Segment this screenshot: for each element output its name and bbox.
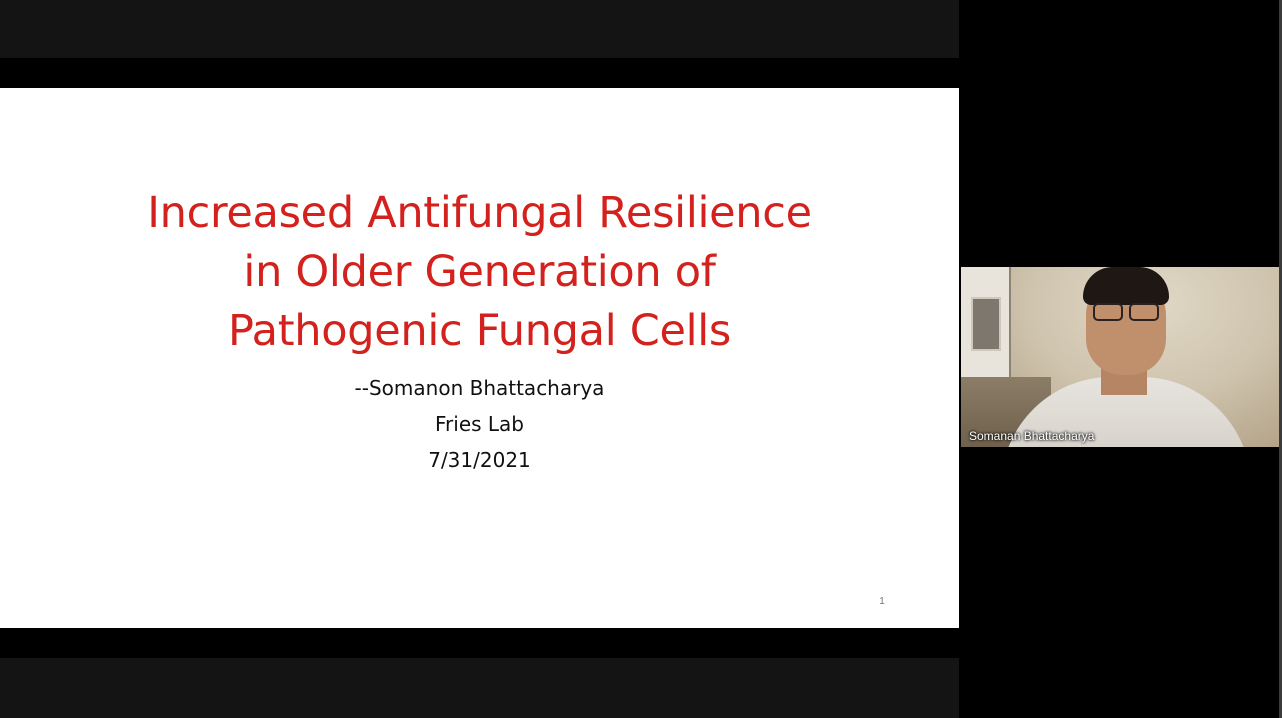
slide-date: 7/31/2021	[428, 448, 531, 472]
screen-share-area: Increased Antifungal Resilience in Older…	[0, 0, 959, 718]
glasses-lens-left	[1093, 303, 1123, 321]
slide-lab: Fries Lab	[434, 412, 524, 436]
slide-title: Increased Antifungal Resilience in Older…	[0, 184, 959, 361]
share-bottom-band	[0, 658, 959, 718]
share-top-band	[0, 0, 959, 58]
glasses-lens-right	[1129, 303, 1159, 321]
presentation-slide: Increased Antifungal Resilience in Older…	[0, 88, 959, 628]
slide-author: --Somanon Bhattacharya	[354, 376, 605, 400]
glasses-image	[1093, 303, 1159, 321]
kitchen-cabinet-image	[961, 267, 1011, 377]
slide-title-line-1: Increased Antifungal Resilience	[147, 188, 812, 238]
slide-page-number: 1	[879, 596, 885, 607]
participant-video-tile[interactable]: Somanan Bhattacharya	[961, 267, 1279, 447]
slide-subtitle: --Somanon Bhattacharya Fries Lab 7/31/20…	[0, 370, 959, 478]
cabinet-glass-image	[971, 297, 1001, 351]
participant-name-label: Somanan Bhattacharya	[969, 429, 1095, 443]
vertical-scrollbar[interactable]	[1279, 0, 1282, 718]
slide-title-line-3: Pathogenic Fungal Cells	[227, 306, 732, 356]
slide-title-line-2: in Older Generation of	[243, 247, 716, 297]
participant-hair-image	[1083, 267, 1169, 305]
